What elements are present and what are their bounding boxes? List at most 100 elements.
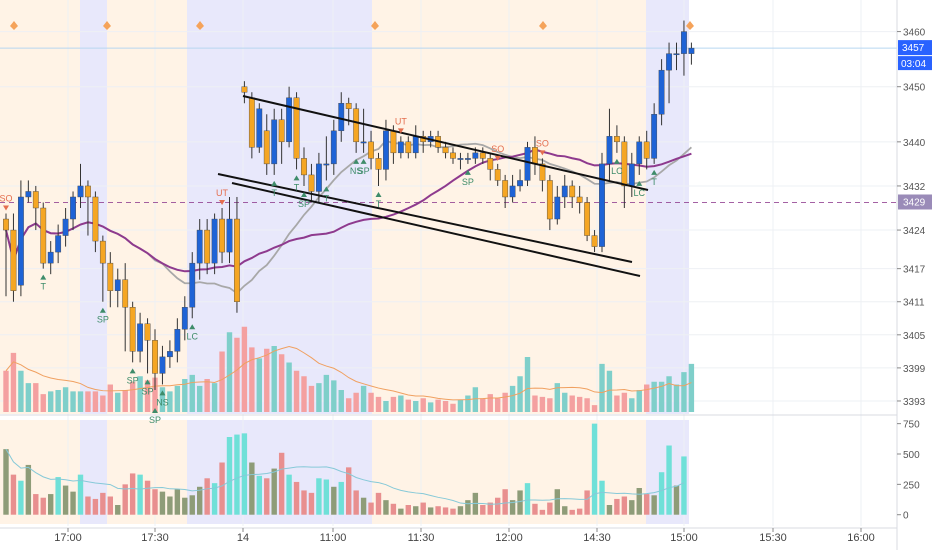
candle-body bbox=[524, 147, 531, 181]
candle-body bbox=[316, 163, 322, 192]
oscillator-bar bbox=[360, 497, 367, 515]
volume-bar bbox=[62, 387, 69, 412]
candle-body bbox=[360, 141, 367, 144]
oscillator-bar bbox=[167, 496, 173, 515]
oscillator-bar bbox=[584, 490, 590, 515]
signal-marker bbox=[539, 150, 546, 156]
volume-bar bbox=[323, 374, 330, 412]
volume-bar bbox=[644, 384, 650, 412]
time-axis-label: 17:00 bbox=[54, 532, 82, 544]
oscillator-bar bbox=[107, 496, 113, 515]
signal-label: UT bbox=[395, 116, 407, 126]
signal-label: NS bbox=[350, 166, 363, 176]
candle-body bbox=[353, 108, 360, 143]
volume-bar bbox=[524, 357, 531, 412]
oscillator-bar bbox=[152, 489, 158, 515]
signal-label: T bbox=[651, 177, 657, 187]
volume-bar bbox=[487, 394, 493, 412]
oscillator-bar bbox=[420, 502, 426, 515]
volume-bar bbox=[539, 396, 546, 412]
volume-bar bbox=[55, 390, 61, 412]
signal-marker bbox=[636, 180, 643, 186]
time-axis-label: 14 bbox=[237, 532, 249, 544]
volume-bar bbox=[48, 391, 54, 412]
candle-body bbox=[70, 196, 76, 220]
signal-label: SO bbox=[491, 144, 504, 154]
volume-bar bbox=[517, 376, 523, 412]
oscillator-bar bbox=[3, 449, 9, 515]
volume-bar bbox=[331, 380, 337, 412]
oscillator-bar bbox=[40, 497, 46, 515]
oscillator-bar bbox=[509, 500, 516, 515]
trend-line bbox=[217, 173, 633, 263]
volume-bar bbox=[495, 398, 501, 412]
oscillator-bar bbox=[189, 495, 195, 515]
oscillator-bar bbox=[204, 478, 210, 515]
candle-body bbox=[256, 108, 263, 148]
signal-marker bbox=[323, 186, 330, 192]
time-axis-label: 14:30 bbox=[583, 532, 611, 544]
volume-bar bbox=[40, 394, 46, 412]
volume-bar bbox=[472, 387, 479, 412]
signal-label: T bbox=[294, 182, 300, 192]
candle-body bbox=[517, 180, 523, 187]
oscillator-bar bbox=[673, 485, 680, 515]
volume-bar bbox=[100, 395, 106, 412]
session-marker bbox=[686, 21, 694, 31]
candle-body bbox=[211, 218, 218, 264]
time-axis-label: 11:30 bbox=[408, 532, 435, 544]
volume-bar bbox=[77, 391, 84, 412]
volume-bar bbox=[122, 390, 128, 412]
candle-body bbox=[181, 307, 188, 330]
oscillator-bar bbox=[427, 507, 434, 515]
volume-bar bbox=[226, 332, 233, 412]
session-marker bbox=[103, 21, 111, 31]
oscillator-bar bbox=[614, 498, 620, 515]
oscillator-bar bbox=[606, 505, 613, 515]
candle-body bbox=[397, 141, 404, 154]
volume-bar bbox=[293, 370, 300, 412]
oscillator-bar bbox=[77, 474, 84, 515]
oscillator-bar bbox=[502, 489, 508, 515]
oscillator-bar bbox=[636, 488, 642, 515]
volume-bar bbox=[420, 398, 426, 412]
volume-bar bbox=[591, 405, 598, 412]
volume-bar bbox=[442, 401, 449, 412]
volume-bar bbox=[182, 379, 188, 412]
candle-body bbox=[10, 229, 17, 291]
candle-body bbox=[18, 196, 24, 286]
oscillator-bar bbox=[644, 494, 650, 515]
volume-bar bbox=[338, 390, 344, 412]
trend-line bbox=[231, 182, 641, 277]
time-axis-label: 17:30 bbox=[141, 532, 169, 544]
candle-body bbox=[77, 185, 84, 198]
oscillator-bar bbox=[338, 481, 344, 515]
price-axis-bg bbox=[897, 0, 932, 550]
candle-body bbox=[62, 218, 69, 236]
volume-bar bbox=[137, 376, 143, 412]
oscillator-bar bbox=[211, 483, 218, 515]
signal-marker bbox=[353, 158, 360, 164]
volume-bar bbox=[606, 370, 613, 412]
oscillator-bar bbox=[681, 456, 687, 515]
signal-label: T bbox=[271, 188, 277, 198]
candle-body bbox=[666, 53, 672, 71]
session-band bbox=[107, 0, 187, 414]
signal-marker bbox=[464, 169, 471, 175]
candle-body bbox=[114, 279, 121, 291]
candle-body bbox=[219, 218, 225, 253]
volume-bar bbox=[688, 363, 695, 412]
oscillator-bar bbox=[517, 490, 523, 515]
volume-bar bbox=[10, 352, 17, 412]
volume-bar bbox=[249, 347, 255, 412]
volume-bar bbox=[241, 326, 248, 412]
volume-bar bbox=[3, 370, 9, 412]
candle-body bbox=[375, 158, 382, 170]
candle-body bbox=[532, 147, 538, 165]
candle-body bbox=[606, 136, 613, 165]
signal-label: NS bbox=[156, 397, 169, 407]
time-axis-label: 12:00 bbox=[495, 532, 523, 544]
candle-body bbox=[293, 97, 300, 159]
volume-bar bbox=[547, 398, 553, 412]
